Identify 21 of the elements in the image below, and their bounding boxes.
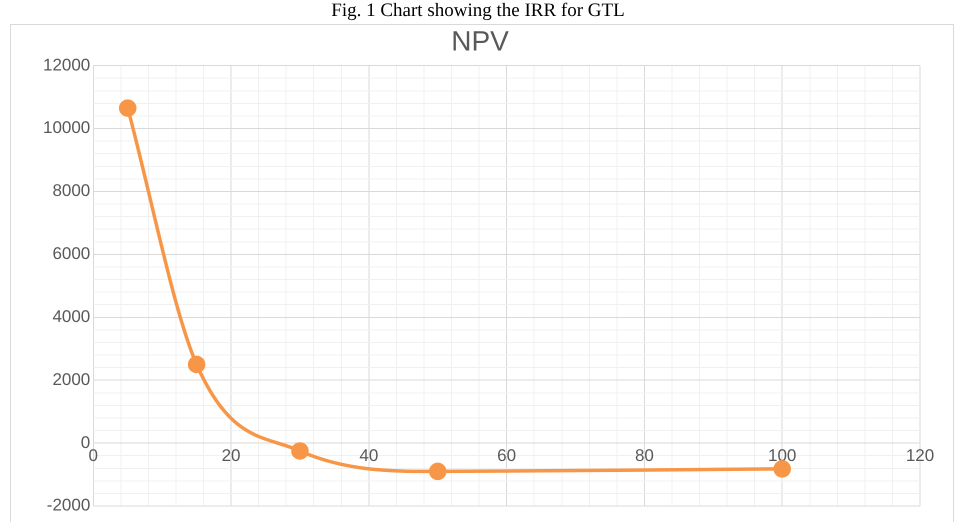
y-tick-label: 4000	[52, 306, 90, 326]
y-tick-label: 2000	[52, 370, 90, 389]
x-tick-label: 40	[359, 446, 378, 465]
y-tick-label: 12000	[42, 55, 90, 74]
x-tick-label: 120	[906, 446, 934, 465]
x-tick-label: 20	[222, 446, 241, 465]
x-tick-label: 80	[634, 446, 654, 465]
y-tick-label: 6000	[52, 244, 90, 264]
x-tick-label: 100	[768, 446, 796, 465]
point	[428, 462, 446, 480]
x-tick-label: 60	[497, 446, 516, 465]
chart-title: NPV	[451, 26, 510, 57]
point	[118, 99, 136, 117]
point	[188, 356, 206, 374]
caption: Fig. 1 Chart showing the IRR for GTL	[330, 0, 626, 22]
point	[773, 460, 791, 478]
y-tick-label: 10000	[42, 118, 90, 138]
y-tick-label: -2000	[46, 496, 90, 515]
y-tick-label: 0	[80, 432, 90, 452]
y-tick-label: 8000	[52, 181, 90, 200]
point	[291, 442, 309, 460]
